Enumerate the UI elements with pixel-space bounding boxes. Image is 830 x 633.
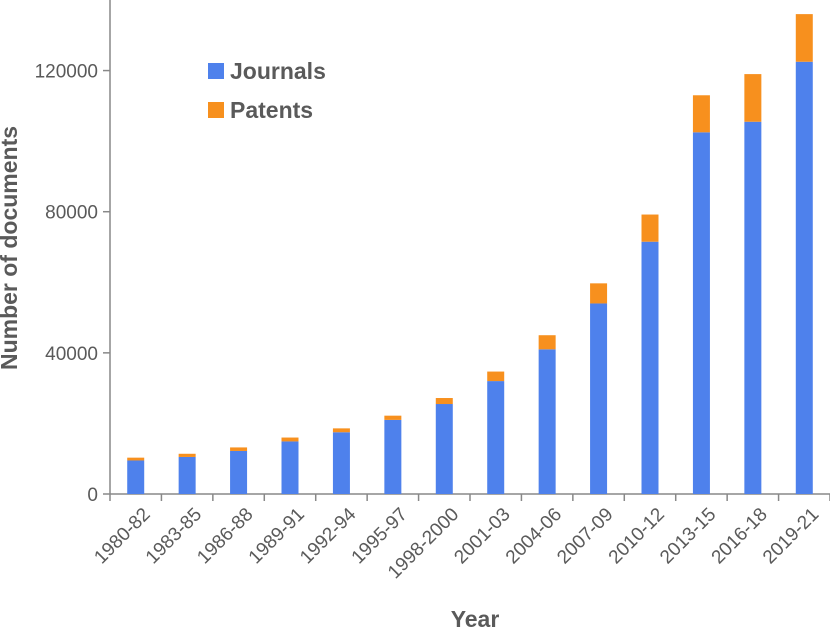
legend-label-journals: Journals [230,58,326,84]
x-tick-label: 1992-94 [296,504,360,568]
bar-patents-1983-85 [178,453,196,457]
x-tick-label: 2019-21 [759,504,823,568]
y-axis-title: Number of documents [0,126,22,370]
bar-journals-2016-18 [744,121,762,494]
bar-journals-2019-21 [795,61,813,494]
y-tick-label: 120000 [35,62,98,83]
x-tick-label: 2001-03 [450,504,514,568]
bar-patents-2016-18 [744,74,762,122]
bar-journals-1983-85 [178,456,196,494]
x-tick-label: 2016-18 [708,504,772,568]
bar-journals-1980-82 [127,460,145,494]
bar-patents-1989-91 [281,437,299,442]
bar-journals-2004-06 [538,349,556,494]
y-tick-label: 40000 [45,344,98,365]
bar-journals-1992-94 [332,432,350,494]
legend-swatch-journals [208,63,224,79]
legend-label-patents: Patents [230,97,313,123]
bar-patents-1995-97 [384,415,402,420]
x-tick-label: 2007-09 [553,504,617,568]
bar-journals-1989-91 [281,441,299,494]
bar-patents-2010-12 [641,214,659,242]
bar-journals-1998-2000 [435,404,453,494]
bar-patents-1992-94 [332,428,350,433]
bar-journals-1986-88 [230,450,248,494]
x-tick-label: 2004-06 [502,504,566,568]
bar-journals-2013-15 [692,132,710,495]
x-axis-title: Year [451,606,500,632]
x-tick-label: 1989-91 [245,504,309,568]
bar-journals-1995-97 [384,419,402,494]
legend-swatch-patents [208,102,224,118]
bar-patents-2001-03 [487,371,505,382]
bar-journals-2001-03 [487,381,505,494]
x-tick-label: 1986-88 [193,504,257,568]
y-axis-ticks: 0 40000 80000 120000 [35,62,110,506]
bar-journals-2007-09 [590,303,608,494]
bar-patents-1998-2000 [435,398,453,405]
x-axis-ticks: 1980-821983-851986-881989-911992-941995-… [90,494,830,583]
legend: Journals Patents [208,58,326,123]
x-tick-label: 2013-15 [656,504,720,568]
x-tick-label: 2010-12 [605,504,669,568]
bar-patents-1980-82 [127,457,145,461]
y-tick-label: 80000 [45,203,98,224]
bar-patents-2004-06 [538,335,556,350]
x-tick-label: 1983-85 [142,504,206,568]
bar-patents-2007-09 [590,283,608,304]
x-tick-label: 1980-82 [90,504,154,568]
bar-patents-1986-88 [230,447,248,451]
bar-patents-2013-15 [692,95,710,133]
y-tick-label: 0 [87,485,98,506]
bars [127,14,813,495]
bar-journals-2010-12 [641,241,659,494]
bar-patents-2019-21 [795,14,813,62]
